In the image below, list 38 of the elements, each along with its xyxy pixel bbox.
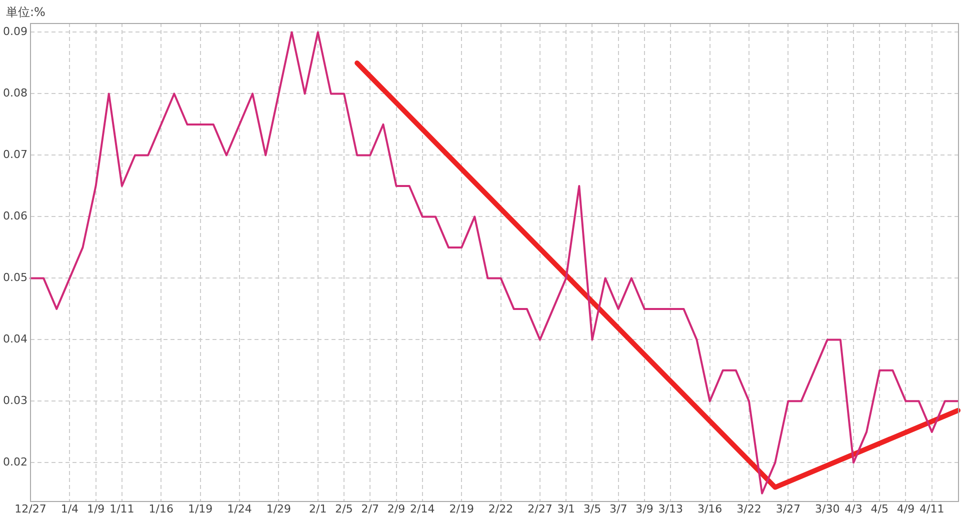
x-tick-label: 2/27 — [528, 502, 552, 516]
x-tick-label: 1/11 — [110, 502, 134, 516]
x-tick-label: 2/19 — [449, 502, 474, 516]
x-tick-label: 2/1 — [309, 502, 327, 516]
x-tick-label: 3/7 — [610, 502, 628, 516]
x-tick-label: 1/4 — [60, 502, 79, 516]
y-tick-label: 0.07 — [2, 148, 28, 162]
x-tick-label: 3/13 — [658, 502, 683, 516]
x-tick-label: 3/22 — [736, 502, 762, 516]
x-tick-label: 1/29 — [266, 502, 292, 516]
x-tick-label: 2/9 — [387, 502, 406, 516]
y-axis-title: 単位:% — [6, 5, 46, 20]
x-tick-label: 3/9 — [636, 502, 654, 516]
x-tick-label: 4/9 — [896, 502, 915, 516]
x-tick-label: 4/3 — [844, 502, 862, 516]
x-tick-label: 1/16 — [148, 502, 174, 516]
y-tick-label: 0.05 — [2, 271, 28, 284]
x-tick-label: 1/24 — [227, 502, 252, 516]
x-tick-label: 2/7 — [361, 502, 379, 516]
x-tick-label: 4/5 — [870, 502, 888, 516]
x-tick-label: 12/27 — [14, 502, 46, 516]
y-tick-label: 0.03 — [2, 394, 28, 408]
x-tick-label: 3/30 — [815, 502, 840, 516]
x-tick-label: 3/16 — [697, 502, 722, 516]
y-tick-label: 0.06 — [2, 210, 28, 223]
x-tick-label: 2/22 — [488, 502, 514, 516]
x-tick-label: 4/11 — [920, 502, 944, 516]
x-tick-label: 3/1 — [557, 502, 575, 516]
x-tick-label: 2/14 — [410, 502, 435, 516]
y-tick-label: 0.09 — [2, 25, 28, 38]
x-tick-label: 3/27 — [776, 502, 801, 516]
y-tick-label: 0.08 — [2, 86, 28, 100]
x-tick-label: 3/5 — [583, 502, 602, 516]
y-tick-label: 0.04 — [2, 332, 28, 346]
x-tick-label: 2/5 — [335, 502, 353, 516]
x-tick-label: 1/9 — [86, 502, 105, 516]
y-tick-label: 0.02 — [2, 456, 28, 469]
x-tick-label: 1/19 — [188, 502, 213, 516]
